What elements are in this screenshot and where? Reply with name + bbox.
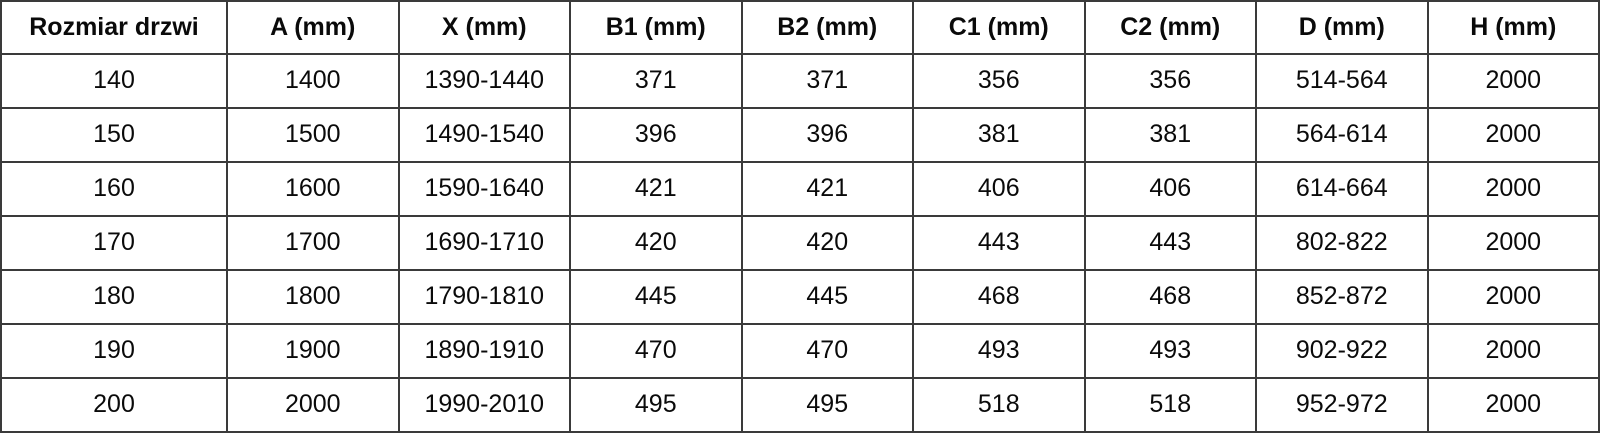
table-cell: 493 — [1083, 323, 1257, 379]
table-cell: 1790-1810 — [397, 269, 571, 325]
column-header: B1 (mm) — [569, 0, 743, 55]
column-header: B2 (mm) — [740, 0, 914, 55]
table-cell: 493 — [912, 323, 1086, 379]
table-cell: 396 — [740, 107, 914, 163]
table-cell: 1390-1440 — [397, 53, 571, 109]
column-header-row: Rozmiar drzwi A (mm) X (mm) B1 (mm) B2 (mm) C… — [0, 0, 1600, 55]
table-cell: 2000 — [1426, 53, 1600, 109]
column-header: D (mm) — [1255, 0, 1429, 55]
table-cell: 2000 — [1426, 161, 1600, 217]
table-row: 190 1900 1890-1910 470 470 493 493 902-922 2000 — [0, 323, 1600, 379]
table-cell: 2000 — [1426, 269, 1600, 325]
table-row: 160 1600 1590-1640 421 421 406 406 614-664 2000 — [0, 161, 1600, 217]
table-cell: 445 — [569, 269, 743, 325]
table-cell: 1590-1640 — [397, 161, 571, 217]
table-body: 140 1400 1390-1440 371 371 356 356 514-564 2000 1… — [0, 53, 1600, 433]
table-header: Rozmiar drzwi A (mm) X (mm) B1 (mm) B2 (mm) C… — [0, 0, 1600, 55]
table-row: 140 1400 1390-1440 371 371 356 356 514-564 2000 — [0, 53, 1600, 109]
table-cell: 200 — [0, 377, 228, 433]
table-cell: 356 — [1083, 53, 1257, 109]
table-cell: 514-564 — [1255, 53, 1429, 109]
table-cell: 371 — [740, 53, 914, 109]
table-cell: 443 — [912, 215, 1086, 271]
table-cell: 421 — [569, 161, 743, 217]
table-row: 150 1500 1490-1540 396 396 381 381 564-614 2000 — [0, 107, 1600, 163]
table-cell: 420 — [740, 215, 914, 271]
table-cell: 1400 — [226, 53, 400, 109]
table-cell: 1800 — [226, 269, 400, 325]
table-cell: 518 — [1083, 377, 1257, 433]
column-header: X (mm) — [397, 0, 571, 55]
table-cell: 495 — [569, 377, 743, 433]
table-cell: 150 — [0, 107, 228, 163]
table-cell: 902-922 — [1255, 323, 1429, 379]
table-cell: 420 — [569, 215, 743, 271]
table-cell: 564-614 — [1255, 107, 1429, 163]
table-cell: 518 — [912, 377, 1086, 433]
table-cell: 160 — [0, 161, 228, 217]
table-cell: 1700 — [226, 215, 400, 271]
table-cell: 470 — [569, 323, 743, 379]
table-cell: 2000 — [1426, 107, 1600, 163]
table-cell: 190 — [0, 323, 228, 379]
table-cell: 2000 — [1426, 377, 1600, 433]
table-cell: 802-822 — [1255, 215, 1429, 271]
table-cell: 1500 — [226, 107, 400, 163]
column-header: C2 (mm) — [1083, 0, 1257, 55]
table-cell: 952-972 — [1255, 377, 1429, 433]
table-cell: 2000 — [1426, 215, 1600, 271]
column-header: A (mm) — [226, 0, 400, 55]
table-cell: 180 — [0, 269, 228, 325]
table-cell: 140 — [0, 53, 228, 109]
column-header: C1 (mm) — [912, 0, 1086, 55]
table-cell: 406 — [1083, 161, 1257, 217]
table-cell: 1600 — [226, 161, 400, 217]
table-cell: 468 — [1083, 269, 1257, 325]
table-cell: 468 — [912, 269, 1086, 325]
table-cell: 495 — [740, 377, 914, 433]
table-cell: 381 — [1083, 107, 1257, 163]
table-cell: 356 — [912, 53, 1086, 109]
table-cell: 170 — [0, 215, 228, 271]
table-row: 180 1800 1790-1810 445 445 468 468 852-872 2000 — [0, 269, 1600, 325]
table-cell: 2000 — [226, 377, 400, 433]
table-cell: 445 — [740, 269, 914, 325]
table-cell: 443 — [1083, 215, 1257, 271]
column-header: H (mm) — [1426, 0, 1600, 55]
table-cell: 1990-2010 — [397, 377, 571, 433]
table-row: 200 2000 1990-2010 495 495 518 518 952-972 2000 — [0, 377, 1600, 433]
table-cell: 1900 — [226, 323, 400, 379]
table-cell: 1690-1710 — [397, 215, 571, 271]
table-cell: 2000 — [1426, 323, 1600, 379]
table-cell: 381 — [912, 107, 1086, 163]
table-cell: 1890-1910 — [397, 323, 571, 379]
table-cell: 614-664 — [1255, 161, 1429, 217]
table-row: 170 1700 1690-1710 420 420 443 443 802-822 2000 — [0, 215, 1600, 271]
table-cell: 470 — [740, 323, 914, 379]
table-cell: 1490-1540 — [397, 107, 571, 163]
table-cell: 421 — [740, 161, 914, 217]
table-cell: 371 — [569, 53, 743, 109]
table-cell: 852-872 — [1255, 269, 1429, 325]
table-cell: 396 — [569, 107, 743, 163]
table-cell: 406 — [912, 161, 1086, 217]
column-header: Rozmiar drzwi — [0, 0, 228, 55]
